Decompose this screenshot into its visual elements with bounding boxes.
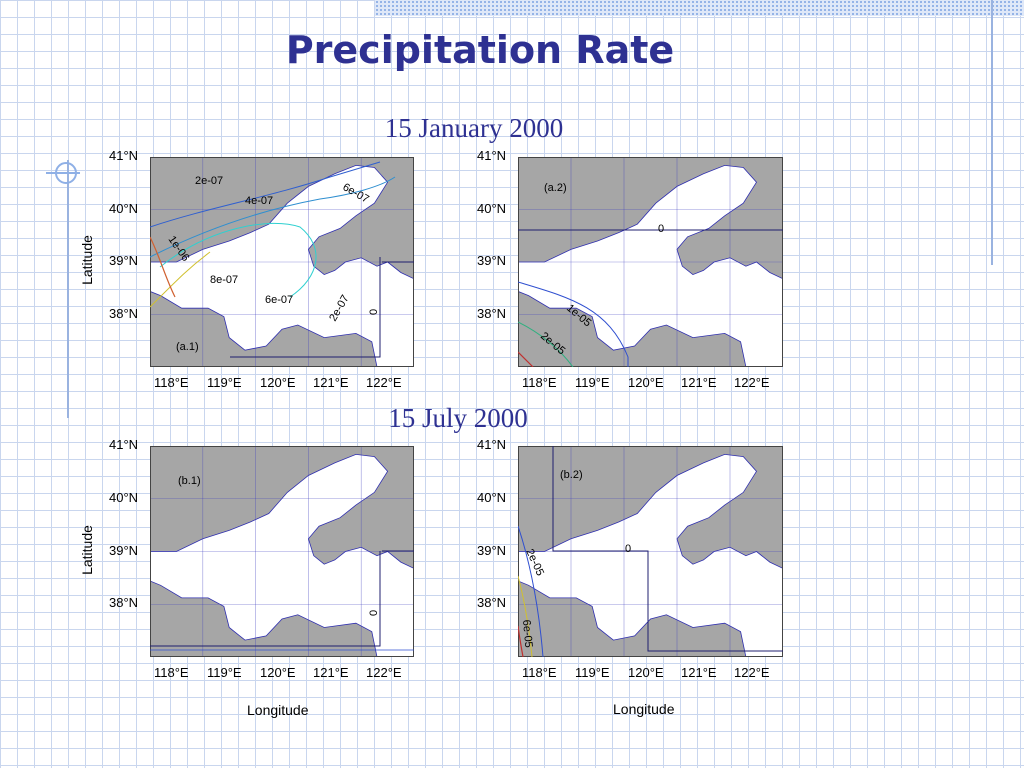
lat-tick-label: 41°N [477,437,507,452]
contour-line [518,625,524,657]
contour-label: (b.2) [560,469,583,481]
map-panel-a-2: 0 1e-05 2e-05 (a.2) [518,157,783,367]
lon-tick-label: 118°E [522,375,557,390]
lon-tick-label: 118°E [154,665,189,680]
left-decoration-line [67,160,69,418]
contour-label: 0 [658,223,664,235]
contour-line [518,525,544,657]
contour-line [150,551,381,647]
lat-tick-label: 40°N [477,489,507,505]
lon-tick-label: 118°E [154,375,189,390]
right-decoration-line [991,0,993,265]
sea-area [518,164,783,367]
sea-area [150,164,414,367]
lon-tick-label: 119°E [207,665,242,680]
lon-tick-label: 119°E [575,665,610,680]
contour-line [159,222,317,298]
lon-tick-label: 118°E [522,665,557,680]
contour-label: 6e-05 [520,619,534,648]
y-axis-label-top: Latitude [78,235,95,285]
lon-tick-label: 122°E [366,375,402,390]
contour-line [518,321,574,367]
lon-tick-label: 120°E [628,375,664,390]
contour-line [518,351,534,367]
contour-label: (a.1) [176,341,199,353]
lon-tick-label: 120°E [628,665,664,680]
contour-line [150,176,396,258]
contour-line [150,161,381,228]
subtitle-july: 15 July 2000 [388,403,528,433]
lon-tick-label: 119°E [575,375,610,390]
lat-tick-label: 40°N [477,200,507,216]
contour-line [518,281,629,367]
lon-tick-label: 120°E [260,665,296,680]
lat-tick-label: 38°N [109,305,139,321]
lat-tick-label: 39°N [477,542,507,558]
lat-tick-label: 40°N [109,489,139,505]
contour-label: 4e-07 [245,195,273,207]
contour-label: 6e-07 [265,294,293,306]
lat-tick-label: 38°N [477,595,507,611]
x-axis-label-right: Longitude [613,701,675,717]
lon-tick-label: 121°E [313,375,349,390]
lon-tick-label: 122°E [734,665,770,680]
y-axis-label-bottom: Latitude [78,525,95,575]
sea-area [518,453,783,657]
crosshair-icon [46,162,80,184]
lon-tick-label: 121°E [681,375,717,390]
lat-tick-label: 41°N [109,437,139,452]
contour-line [150,236,176,298]
top-decoration-band [375,0,1024,16]
sea-area [150,453,414,657]
panel-border [518,446,783,657]
lon-tick-label: 120°E [260,375,296,390]
contour-line [518,575,533,657]
x-axis-label-left: Longitude [247,702,309,718]
contour-label: (a.2) [544,182,567,194]
contour-label: (b.1) [178,475,201,487]
contour-line [230,257,381,358]
contour-label: 8e-07 [210,274,238,286]
lat-tick-label: 39°N [109,542,139,558]
lat-tick-label: 39°N [109,253,139,268]
contour-label: 2e-07 [195,175,223,187]
lon-tick-label: 122°E [366,665,402,680]
lat-tick-label: 38°N [477,305,507,321]
contour-label: 0 [368,610,380,616]
subtitle-january: 15 January 2000 [384,113,564,143]
map-panel-b-1: 0 (b.1) [150,446,414,657]
contour-label: 0 [368,309,380,315]
contour-line [552,446,783,652]
map-panel-b-2: 0 2e-05 6e-05 (b.2) [518,446,783,657]
slide-title: Precipitation Rate [285,28,675,72]
lat-tick-label: 38°N [109,595,139,611]
contour-label: 0 [625,543,631,555]
lat-tick-label: 40°N [109,200,139,216]
lon-tick-label: 121°E [313,665,349,680]
lat-tick-label: 39°N [477,253,507,268]
contour-line [150,251,211,308]
panel-border [518,157,783,367]
map-svg: 0 (b.1) [150,446,414,657]
lon-tick-label: 121°E [681,665,717,680]
lat-tick-label: 41°N [477,148,507,163]
lon-tick-label: 119°E [207,375,242,390]
lon-tick-label: 122°E [734,375,770,390]
map-panel-a-1: 2e-07 4e-07 6e-07 1e-06 8e-07 6e-07 2e-07 0 (a.1… [150,157,414,367]
lat-tick-label: 41°N [109,148,139,163]
